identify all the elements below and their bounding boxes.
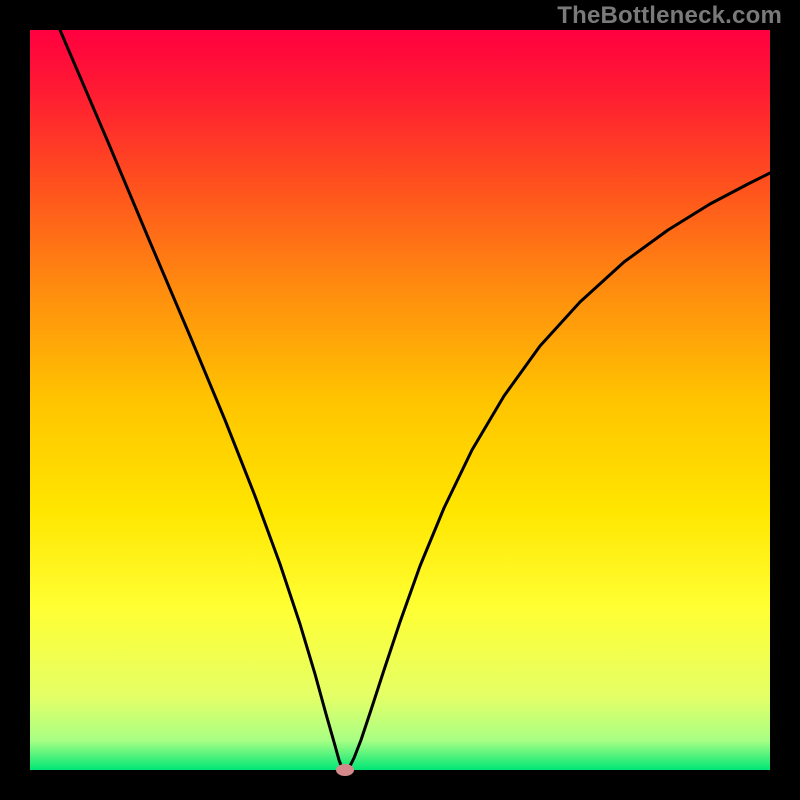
plot-background bbox=[30, 30, 770, 770]
watermark-text: TheBottleneck.com bbox=[557, 2, 782, 30]
optimum-marker bbox=[336, 764, 354, 776]
chart-container: TheBottleneck.com bbox=[0, 0, 800, 800]
bottleneck-chart bbox=[0, 0, 800, 800]
